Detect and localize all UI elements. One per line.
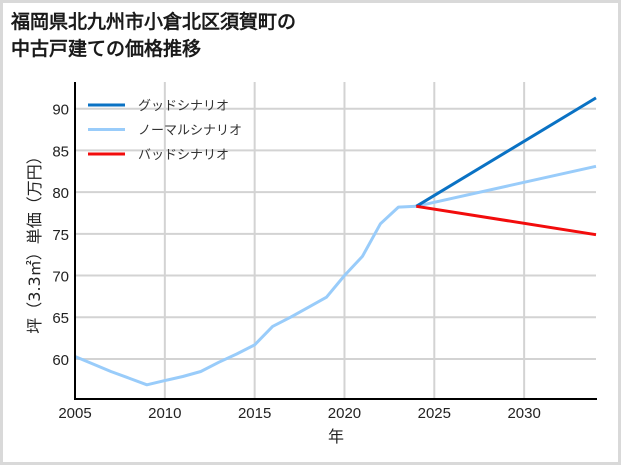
y-tick-label: 70 <box>52 269 69 286</box>
chart-title: 福岡県北九州市小倉北区須賀町の 中古戸建ての価格推移 <box>11 9 296 63</box>
legend-label: バッドシナリオ <box>138 148 229 163</box>
y-tick-labels: 60 65 70 75 80 85 90 <box>52 102 69 369</box>
y-tick-label: 65 <box>52 310 69 327</box>
y-tick-label: 60 <box>52 352 69 369</box>
y-tick-label: 80 <box>52 185 69 202</box>
grid-lines <box>74 82 596 399</box>
axes <box>74 82 597 400</box>
y-tick-label: 85 <box>52 143 69 160</box>
y-axis-label: 坪（3.3㎡）単価（万円） <box>25 148 44 333</box>
x-axis-label: 年 <box>328 427 344 446</box>
chart-title-line-1: 福岡県北九州市小倉北区須賀町の <box>11 11 297 33</box>
series-line <box>415 96 597 208</box>
x-tick-label: 2005 <box>58 405 91 422</box>
series-line <box>416 204 597 237</box>
legend-label: ノーマルシナリオ <box>138 124 242 139</box>
y-tick-label: 90 <box>52 102 69 119</box>
x-tick-label: 2025 <box>418 405 451 422</box>
x-tick-label: 2020 <box>328 405 361 422</box>
data-series <box>74 96 597 387</box>
x-tick-label: 2015 <box>238 405 271 422</box>
series-line <box>74 164 597 387</box>
legend-label: グッドシナリオ <box>138 99 229 114</box>
x-tick-label: 2030 <box>507 405 540 422</box>
y-tick-label: 75 <box>52 227 69 244</box>
x-tick-label: 2010 <box>148 405 181 422</box>
x-tick-labels: 2005 2010 2015 2020 2025 2030 <box>58 405 541 422</box>
chart-title-line-2: 中古戸建ての価格推移 <box>11 38 202 60</box>
